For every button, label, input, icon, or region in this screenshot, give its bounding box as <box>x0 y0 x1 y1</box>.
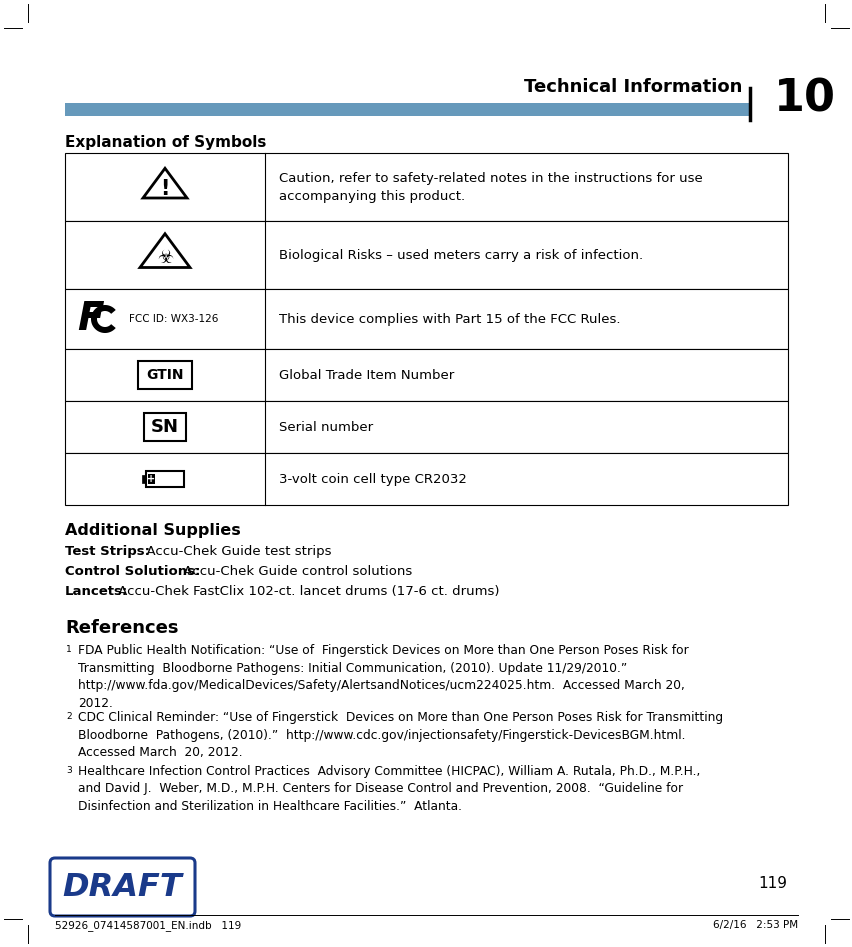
Bar <box>141 475 146 483</box>
Text: DRAFT: DRAFT <box>62 871 182 902</box>
Bar <box>65 453 787 505</box>
Text: FDA Public Health Notification: “Use of  Fingerstick Devices on More than One Pe: FDA Public Health Notification: “Use of … <box>78 644 688 709</box>
Bar <box>65 103 749 116</box>
Text: Global Trade Item Number: Global Trade Item Number <box>279 368 454 382</box>
Text: Accu-Chek FastClix 102-ct. lancet drums (17-6 ct. drums): Accu-Chek FastClix 102-ct. lancet drums … <box>113 585 498 598</box>
Bar <box>65 349 787 401</box>
Polygon shape <box>91 305 116 333</box>
Text: Serial number: Serial number <box>279 420 372 434</box>
Text: Healthcare Infection Control Practices  Advisory Committee (HICPAC), William A. : Healthcare Infection Control Practices A… <box>78 764 699 813</box>
Text: 3-volt coin cell type CR2032: 3-volt coin cell type CR2032 <box>279 473 466 486</box>
Bar <box>144 413 186 441</box>
Text: 10: 10 <box>773 77 835 120</box>
Bar <box>65 401 787 453</box>
Text: 6/2/16   2:53 PM: 6/2/16 2:53 PM <box>712 920 797 930</box>
Text: References: References <box>65 619 178 637</box>
Text: SN: SN <box>151 418 179 436</box>
Text: 119: 119 <box>757 876 786 891</box>
Text: 52926_07414587001_EN.indb   119: 52926_07414587001_EN.indb 119 <box>55 920 241 931</box>
Text: 1: 1 <box>66 645 72 654</box>
Bar <box>65 153 787 221</box>
Text: Test Strips:: Test Strips: <box>65 545 150 558</box>
Text: Additional Supplies: Additional Supplies <box>65 523 240 538</box>
Text: CDC Clinical Reminder: “Use of Fingerstick  Devices on More than One Person Pose: CDC Clinical Reminder: “Use of Fingersti… <box>78 711 722 759</box>
Text: GTIN: GTIN <box>146 368 183 382</box>
Text: Control Solutions:: Control Solutions: <box>65 565 200 578</box>
Text: F: F <box>77 300 103 338</box>
Bar <box>138 361 192 389</box>
Text: Caution, refer to safety-related notes in the instructions for use
accompanying : Caution, refer to safety-related notes i… <box>279 171 702 203</box>
Text: Explanation of Symbols: Explanation of Symbols <box>65 135 266 150</box>
Text: Accu-Chek Guide test strips: Accu-Chek Guide test strips <box>138 545 331 558</box>
Bar <box>65 289 787 349</box>
Text: +: + <box>147 474 155 484</box>
Text: This device complies with Part 15 of the FCC Rules.: This device complies with Part 15 of the… <box>279 313 619 326</box>
Text: 3: 3 <box>66 765 72 775</box>
Text: FCC ID: WX3-126: FCC ID: WX3-126 <box>129 314 218 324</box>
Bar <box>148 474 155 484</box>
Bar <box>65 221 787 289</box>
Text: !: ! <box>160 179 170 199</box>
Text: Accu-Chek Guide control solutions: Accu-Chek Guide control solutions <box>175 565 412 578</box>
Text: 2: 2 <box>66 712 72 721</box>
Text: Biological Risks – used meters carry a risk of infection.: Biological Risks – used meters carry a r… <box>279 248 642 261</box>
Bar <box>146 471 184 487</box>
Text: Lancets:: Lancets: <box>65 585 128 598</box>
Text: ☣: ☣ <box>157 249 173 267</box>
FancyBboxPatch shape <box>50 858 195 916</box>
Text: Technical Information: Technical Information <box>523 78 741 96</box>
